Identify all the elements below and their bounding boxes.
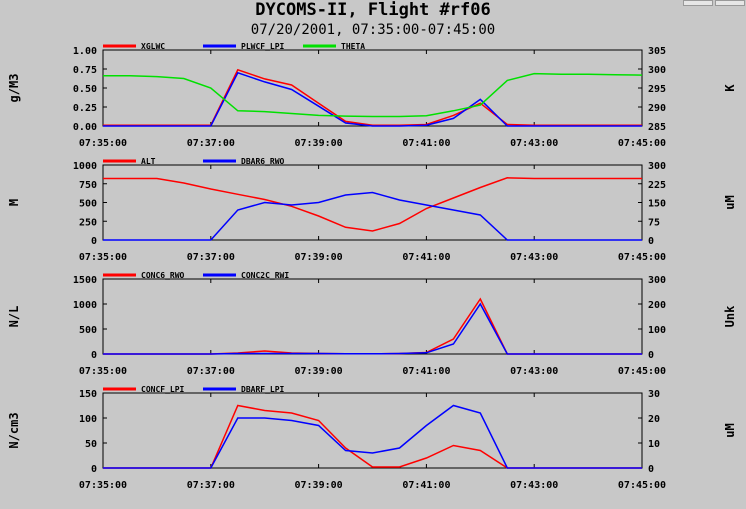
panel1-y-tick-label-right: 295 bbox=[648, 84, 666, 95]
panel1-y-tick-label-left: 1.00 bbox=[73, 46, 97, 57]
panel3-x-tick-label: 07:41:00 bbox=[402, 366, 450, 377]
panel3-x-tick-label: 07:37:00 bbox=[187, 366, 235, 377]
panel1-y-tick-label-right: 290 bbox=[648, 103, 666, 114]
panel1-y-tick-label-left: 0.50 bbox=[73, 84, 97, 95]
panel1-series-theta bbox=[103, 72, 643, 118]
panel1-y-tick-label-left: 0.00 bbox=[73, 122, 97, 133]
panel4-frame bbox=[102, 392, 643, 469]
panel1-x-tick-label: 07:45:00 bbox=[618, 138, 666, 149]
panel2-x-tick-label: 07:39:00 bbox=[295, 252, 343, 263]
panel1-ylabel-left: g/M3 bbox=[7, 74, 21, 103]
panel3-ylabel-left: N/L bbox=[7, 306, 21, 328]
panel2-frame bbox=[102, 164, 643, 241]
panel4-series-dbarf_lpi bbox=[103, 404, 642, 469]
panel3-legend-label-conc2c_rwi: CONC2C_RWI bbox=[241, 271, 289, 280]
panel1-frame bbox=[102, 49, 643, 127]
panel4-x-tick-label: 07:39:00 bbox=[295, 480, 343, 491]
panel3-x-tick-label: 07:35:00 bbox=[79, 366, 127, 377]
panel2-y-tick-label-right: 75 bbox=[648, 217, 660, 228]
corner-button-left[interactable] bbox=[683, 0, 713, 6]
panel2-x-tick-label: 07:37:00 bbox=[187, 252, 235, 263]
window-corner-buttons bbox=[683, 0, 746, 6]
panel3-series-conc2c_rwi bbox=[103, 302, 642, 355]
chart-subtitle: 07/20/2001, 07:35:00-07:45:00 bbox=[250, 22, 496, 38]
panel1-x-tick-label: 07:37:00 bbox=[187, 138, 235, 149]
panel3-y-tick-label-left: 0 bbox=[91, 350, 97, 361]
panel3-y-tick-label-right: 200 bbox=[648, 300, 666, 311]
panel3-ylabel-right: Unk bbox=[723, 305, 737, 327]
panel1-y-tick-label-right: 300 bbox=[648, 65, 666, 76]
panel4-y-tick-label-right: 10 bbox=[648, 439, 660, 450]
panel2-y-tick-label-left: 500 bbox=[79, 199, 97, 210]
panel4-y-tick-label-left: 50 bbox=[85, 439, 97, 450]
panel2-y-tick-label-left: 750 bbox=[79, 180, 97, 191]
panel4-y-tick-label-right: 20 bbox=[648, 414, 660, 425]
panel2-legend-label-alt: ALT bbox=[141, 157, 156, 166]
panel1-y-tick-label-right: 285 bbox=[648, 122, 666, 133]
panel1-y-tick-label-left: 0.75 bbox=[73, 65, 97, 76]
panel4-x-tick-label: 07:41:00 bbox=[402, 480, 450, 491]
panel2-ylabel-left: M bbox=[7, 199, 21, 206]
panel2-y-tick-label-right: 300 bbox=[648, 161, 666, 172]
panel2-y-tick-label-right: 225 bbox=[648, 180, 666, 191]
panel4-ylabel-right: uM bbox=[723, 423, 737, 437]
panel2-y-tick-label-right: 150 bbox=[648, 199, 666, 210]
panel4-y-tick-label-right: 30 bbox=[648, 389, 660, 400]
panel1-y-tick-label-left: 0.25 bbox=[73, 103, 97, 114]
panel2-x-tick-label: 07:43:00 bbox=[510, 252, 558, 263]
panel3-frame bbox=[102, 278, 643, 355]
panel4-ylabel-left: N/cm3 bbox=[7, 412, 21, 448]
panel2-y-tick-label-right: 0 bbox=[648, 236, 654, 247]
panel2-series-alt bbox=[103, 177, 642, 232]
panel4-legend-label-dbarf_lpi: DBARF_LPI bbox=[241, 385, 285, 394]
panel4-y-tick-label-left: 100 bbox=[79, 414, 97, 425]
panel2-x-tick-label: 07:45:00 bbox=[618, 252, 666, 263]
panel1-legend-label-plwcf_lpi: PLWCF_LPI bbox=[241, 42, 285, 51]
panel2-ylabel-right: uM bbox=[723, 195, 737, 209]
panel1-series-plwcf_lpi bbox=[103, 71, 642, 127]
panel2-y-tick-label-left: 1000 bbox=[73, 161, 97, 172]
panel3-x-tick-label: 07:43:00 bbox=[510, 366, 558, 377]
panel1-x-tick-label: 07:35:00 bbox=[79, 138, 127, 149]
panel4-x-tick-label: 07:35:00 bbox=[79, 480, 127, 491]
panel3-y-tick-label-left: 500 bbox=[79, 325, 97, 336]
panel1-series-xglwc bbox=[103, 68, 642, 126]
panel3-y-tick-label-right: 300 bbox=[648, 275, 666, 286]
chart-title: DYCOMS-II, Flight #rf06 bbox=[255, 0, 491, 20]
panel4-series-concf_lpi bbox=[103, 404, 642, 469]
panel1-x-tick-label: 07:39:00 bbox=[295, 138, 343, 149]
panel1-legend-label-xglwc: XGLWC bbox=[141, 42, 165, 51]
panel1-x-tick-label: 07:43:00 bbox=[510, 138, 558, 149]
panel2-y-tick-label-left: 250 bbox=[79, 217, 97, 228]
panel2-x-tick-label: 07:41:00 bbox=[402, 252, 450, 263]
panel3-legend-label-conc6_rwo: CONC6_RWO bbox=[141, 271, 185, 280]
panel4-x-tick-label: 07:37:00 bbox=[187, 480, 235, 491]
panel3-y-tick-label-right: 0 bbox=[648, 350, 654, 361]
panel1-y-tick-label-right: 305 bbox=[648, 46, 666, 57]
panel4-y-tick-label-left: 0 bbox=[91, 464, 97, 475]
panel3-x-tick-label: 07:39:00 bbox=[295, 366, 343, 377]
panel4-legend-label-concf_lpi: CONCF_LPI bbox=[141, 385, 185, 394]
panel1-ylabel-right: K bbox=[723, 84, 737, 92]
panel3-series-conc6_rwo bbox=[103, 297, 642, 355]
panel2-legend-label-dbar6_rwo: DBAR6_RWO bbox=[241, 157, 285, 166]
panel4-x-tick-label: 07:45:00 bbox=[618, 480, 666, 491]
corner-button-right[interactable] bbox=[715, 0, 745, 6]
panel3-y-tick-label-left: 1500 bbox=[73, 275, 97, 286]
panel2-series-dbar6_rwo bbox=[103, 191, 642, 241]
panel2-y-tick-label-left: 0 bbox=[91, 236, 97, 247]
panel1-legend-label-theta: THETA bbox=[341, 42, 365, 51]
panel4-x-tick-label: 07:43:00 bbox=[510, 480, 558, 491]
panel2-x-tick-label: 07:35:00 bbox=[79, 252, 127, 263]
panel3-x-tick-label: 07:45:00 bbox=[618, 366, 666, 377]
panel3-y-tick-label-right: 100 bbox=[648, 325, 666, 336]
panel1-x-tick-label: 07:41:00 bbox=[402, 138, 450, 149]
panel3-y-tick-label-left: 1000 bbox=[73, 300, 97, 311]
panel4-y-tick-label-left: 150 bbox=[79, 389, 97, 400]
panel4-y-tick-label-right: 0 bbox=[648, 464, 654, 475]
